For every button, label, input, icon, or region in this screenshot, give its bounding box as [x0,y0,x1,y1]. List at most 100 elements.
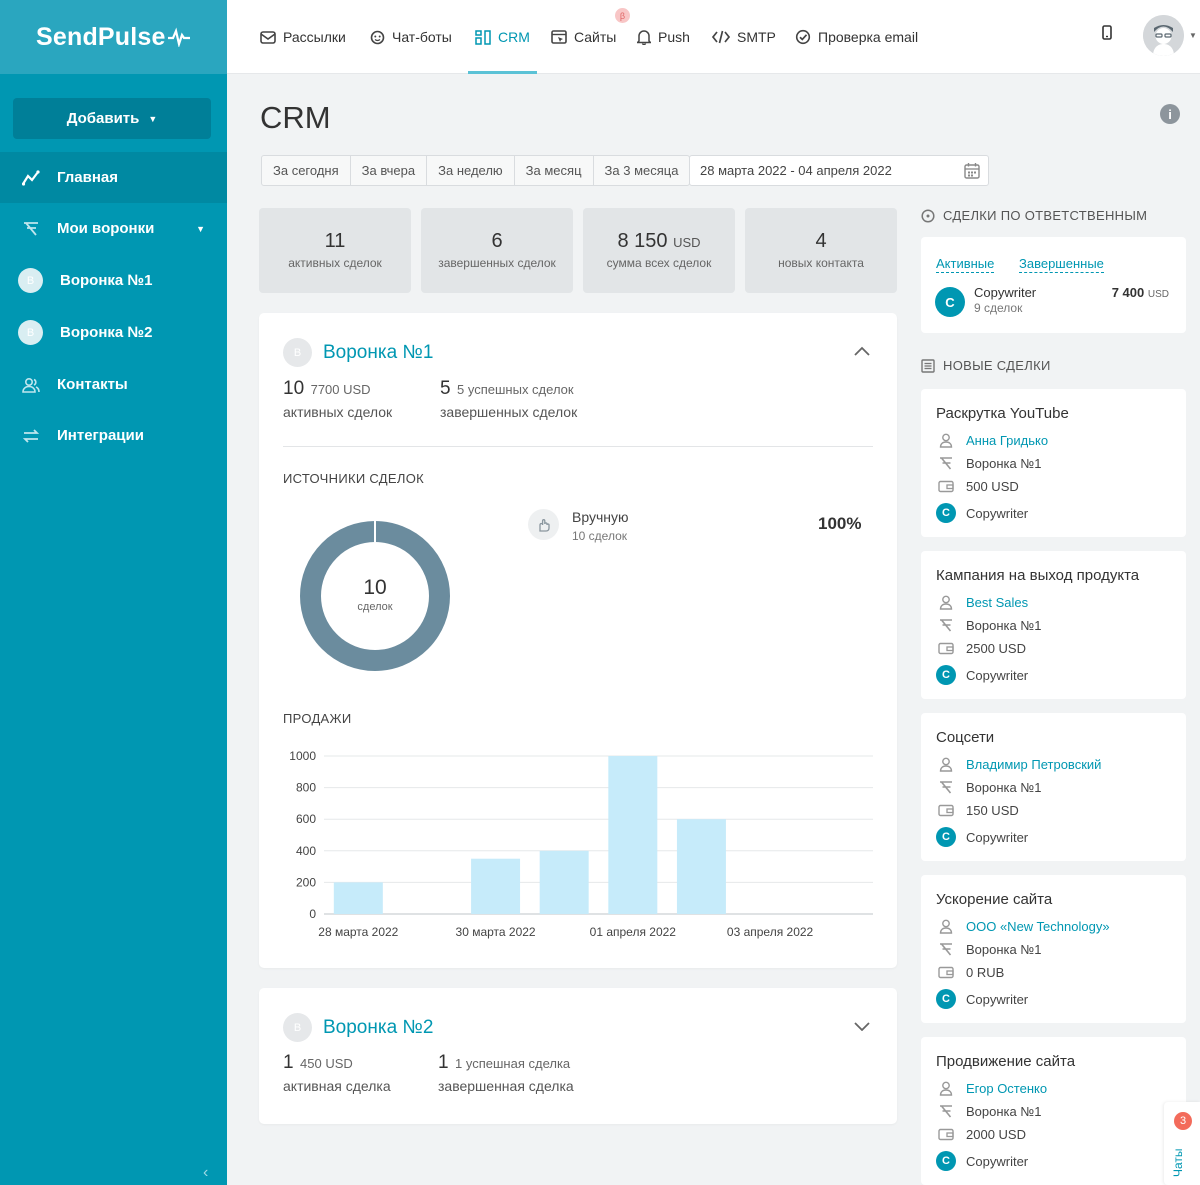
period-yesterday-button[interactable]: За вчера [351,156,428,185]
deal-card[interactable]: Соцсети Владимир Петровский Воронка №1 150 … [921,713,1186,861]
tab-chatbots[interactable]: Чат-боты [370,0,452,74]
funnel-2-done-stat: 1 1 успешная сделка завершенная сделка [438,1052,574,1094]
stat-label: новых контакта [778,256,864,270]
deal-contact-row: Анна Гридько [936,433,1048,448]
tab-mailing[interactable]: Рассылки [260,0,346,74]
deal-owner-row: C Copywriter [936,827,1028,847]
caret-down-icon[interactable]: ▼ [1189,31,1197,40]
sidebar-item-integrations[interactable]: Интеграции [0,410,227,461]
funnel-1-header[interactable]: В Воронка №1 [283,338,433,367]
funnel-icon [936,456,956,471]
deal-title[interactable]: Раскрутка YouTube [936,405,1069,422]
tab-push[interactable]: Push [637,0,690,74]
tab-smtp[interactable]: SMTP [712,0,776,74]
donut-center-label: сделок [357,601,392,613]
collapse-sidebar-icon[interactable]: ‹ [203,1164,209,1181]
sidebar-item-contacts[interactable]: Контакты [0,359,227,410]
deal-owner-row: C Copywriter [936,665,1028,685]
y-tick-label: 1000 [289,749,316,763]
deal-title[interactable]: Ускорение сайта [936,891,1053,908]
sidebar-item-funnel-2[interactable]: В Воронка №2 [0,307,227,358]
stat-active-deals: 11 активных сделок [259,208,411,293]
sidebar-item-home[interactable]: Главная [0,152,227,203]
tab-completed-deals[interactable]: Завершенные [1019,256,1104,273]
bar-28 марта 2022 [333,882,383,914]
deal-card[interactable]: Продвижение сайта Егор Остенко Воронка №1 2… [921,1037,1186,1185]
funnel-1-active-stat: 10 7700 USD активных сделок [283,378,393,420]
deal-amount: 2500 USD [966,641,1026,656]
tab-sites[interactable]: Сайты [551,0,616,74]
funnel-title[interactable]: Воронка №1 [323,341,434,363]
period-month-button[interactable]: За месяц [515,156,594,185]
funnel-2-header[interactable]: В Воронка №2 [283,1013,433,1042]
sidebar-item-label: Воронка №1 [60,272,153,289]
deal-title[interactable]: Продвижение сайта [936,1053,1076,1070]
funnel-title[interactable]: Воронка №2 [323,1016,434,1038]
info-icon[interactable]: i [1160,104,1180,124]
deal-contact[interactable]: Егор Остенко [966,1081,1048,1096]
deal-contact[interactable]: Best Sales [966,595,1029,610]
stat-label: активных сделок [288,256,382,270]
sidebar-item-funnel-1[interactable]: В Воронка №1 [0,255,227,306]
sources-title: ИСТОЧНИКИ СДЕЛОК [283,471,425,486]
deal-card[interactable]: Раскрутка YouTube Анна Гридько Воронка №1 5… [921,389,1186,537]
trend-icon [22,169,40,187]
period-today-button[interactable]: За сегодня [262,156,351,185]
person-icon [936,595,956,610]
deal-amount-row: 150 USD [936,803,1019,818]
stat-new-contacts: 4 новых контакта [745,208,897,293]
deal-owner-row: C Copywriter [936,503,1028,523]
owner-avatar: C [935,287,965,317]
deal-amount: 2000 USD [966,1127,1026,1142]
person-icon [936,433,956,448]
tab-label: SMTP [737,29,776,45]
sources-donut: 10 сделок [300,520,450,671]
deal-funnel: Воронка №1 [966,618,1042,633]
responsible-card: Активные Завершенные C Copywriter 9 сдел… [921,237,1186,333]
owner-deal-count: 9 сделок [974,301,1023,315]
deal-owner: Copywriter [966,1153,1029,1169]
period-3months-button[interactable]: За 3 месяца [604,163,679,178]
owner-name[interactable]: Copywriter [974,285,1037,300]
y-tick-label: 600 [296,812,316,826]
contacts-icon [22,376,40,394]
new-deals-section-title: НОВЫЕ СДЕЛКИ [921,358,1051,373]
integrations-icon [22,427,40,445]
deal-contact[interactable]: ООО «New Technology» [966,919,1110,934]
mobile-icon[interactable] [1101,24,1113,47]
date-range-input[interactable]: 28 марта 2022 - 04 апреля 2022 [689,155,989,186]
tab-active-deals[interactable]: Активные [936,256,995,273]
page-title: CRM [260,100,331,135]
deal-title[interactable]: Соцсети [936,729,995,746]
period-week-button[interactable]: За неделю [427,156,515,185]
deal-contact[interactable]: Анна Гридько [966,433,1049,448]
avatar[interactable] [1143,15,1184,56]
logo[interactable]: SendPulse [36,23,190,52]
owner-avatar: C [936,665,956,685]
caret-down-icon: ▼ [148,113,158,124]
add-button[interactable]: Добавить ▼ [13,98,211,139]
tab-crm[interactable]: CRM [475,0,530,74]
stat-value: 6 [491,230,503,252]
chats-tab[interactable]: 3 Чаты [1164,1102,1200,1185]
x-tick-label: 03 апреля 2022 [727,925,814,939]
caret-down-icon: ▼ [196,223,205,234]
deal-title[interactable]: Кампания на выход продукта [936,567,1140,584]
tab-label: CRM [498,29,530,45]
chevron-up-icon[interactable] [853,343,871,361]
bar-01 апреля 2022 [608,756,658,914]
sidebar-item-label: Воронка №2 [60,324,153,341]
deal-card[interactable]: Ускорение сайта ООО «New Technology» Ворон… [921,875,1186,1023]
funnel-icon [936,780,956,795]
chevron-down-icon[interactable] [853,1018,871,1036]
sales-title: ПРОДАЖИ [283,711,352,726]
deal-contact[interactable]: Владимир Петровский [966,757,1102,772]
sidebar-item-funnels[interactable]: Мои воронки ▼ [0,203,227,254]
deal-funnel: Воронка №1 [966,456,1042,471]
deal-owner-row: C Copywriter [936,989,1028,1009]
person-icon [936,919,956,934]
owner-avatar: C [936,503,956,523]
tab-email-verify[interactable]: Проверка email [795,0,918,74]
deal-card[interactable]: Кампания на выход продукта Best Sales Воро… [921,551,1186,699]
sidebar-item-label: Главная [57,169,119,186]
